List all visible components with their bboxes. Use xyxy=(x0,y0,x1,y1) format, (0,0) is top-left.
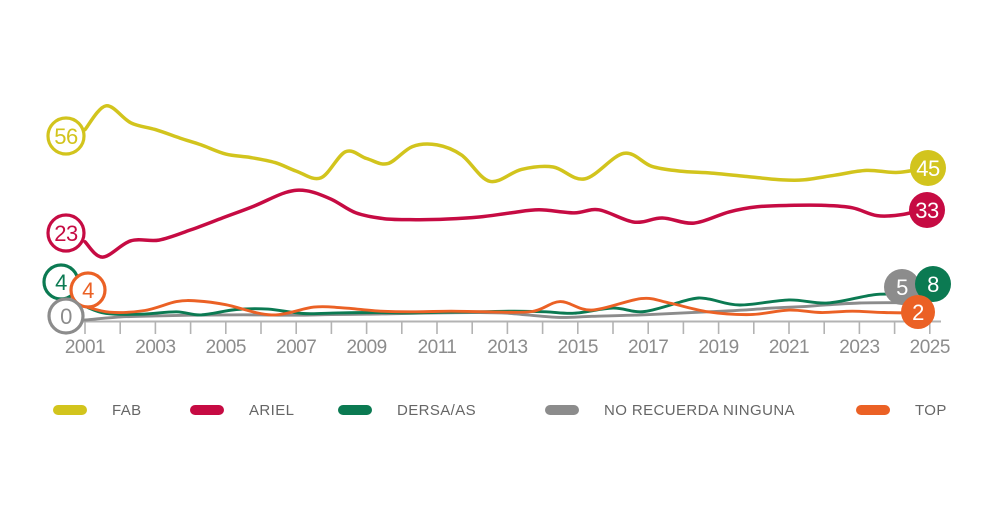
x-axis-year-label: 2005 xyxy=(206,337,246,358)
value-badge-label: 23 xyxy=(54,221,78,246)
legend-item-top: TOP xyxy=(856,397,947,423)
legend-swatch-no-recuerda-ninguna xyxy=(545,405,579,415)
value-badge-end-ariel: 33 xyxy=(909,192,945,228)
series-line-fab xyxy=(83,104,932,184)
value-badge-circle xyxy=(69,271,107,309)
legend-label-no-recuerda-ninguna: NO RECUERDA NINGUNA xyxy=(604,401,795,419)
legend-item-no-recuerda-ninguna: NO RECUERDA NINGUNA xyxy=(545,397,795,423)
x-axis: 2001 2003 2005 2007 2009 2011 2013 2015 2017 2019… xyxy=(65,320,950,358)
value-badge-circle xyxy=(884,269,920,305)
legend-item-ariel: ARIEL xyxy=(190,397,294,423)
value-badge-start-ariel: 23 xyxy=(46,213,86,253)
legend-swatch-dersa-as xyxy=(338,405,372,415)
x-axis-year-label: 2001 xyxy=(65,337,105,358)
value-badge-start-no-recuerda-ninguna: 0 xyxy=(47,297,85,335)
x-axis-year-label: 2019 xyxy=(698,337,738,358)
series-line-ariel xyxy=(83,188,932,259)
x-axis-year-label: 2021 xyxy=(769,337,809,358)
legend-swatch-fab xyxy=(53,405,87,415)
value-badge-circle xyxy=(46,116,86,156)
legend-item-fab: FAB xyxy=(53,397,142,423)
value-badge-end-no-recuerda-ninguna: 5 xyxy=(884,269,920,305)
value-badge-end-dersa-as: 8 xyxy=(915,266,951,302)
legend-label-top: TOP xyxy=(915,401,947,419)
series-line-top xyxy=(83,296,932,317)
legend-label-dersa-as: DERSA/AS xyxy=(397,401,477,419)
x-axis-year-label: 2003 xyxy=(135,337,175,358)
x-axis-year-label: 2023 xyxy=(839,337,879,358)
value-badge-label: 45 xyxy=(916,156,940,181)
value-badge-label: 4 xyxy=(55,270,67,295)
value-badge-circle xyxy=(46,213,86,253)
value-badge-label: 33 xyxy=(915,198,939,223)
x-axis-year-label: 2013 xyxy=(487,337,527,358)
chart-legend: FAB ARIEL DERSA/AS NO RECUERDA NINGUNA TOP xyxy=(0,397,1000,427)
x-axis-year-label: 2007 xyxy=(276,337,316,358)
value-badge-end-top: 2 xyxy=(901,295,935,329)
value-badge-label: 8 xyxy=(927,272,939,297)
value-badge-start-top: 4 xyxy=(69,271,107,309)
value-badge-label: 56 xyxy=(54,124,78,149)
value-badge-label: 2 xyxy=(912,300,924,325)
value-badge-circle xyxy=(909,192,945,228)
value-badge-circle xyxy=(910,150,946,186)
x-axis-year-label: 2009 xyxy=(346,337,386,358)
value-badge-label: 4 xyxy=(82,278,94,303)
value-badge-end-fab: 45 xyxy=(910,150,946,186)
value-badge-circle xyxy=(915,266,951,302)
legend-swatch-top xyxy=(856,405,890,415)
x-axis-year-label: 2015 xyxy=(558,337,598,358)
legend-label-ariel: ARIEL xyxy=(249,401,295,419)
x-axis-year-label: 2017 xyxy=(628,337,668,358)
legend-item-dersa-as: DERSA/AS xyxy=(338,397,476,423)
value-badge-start-fab: 56 xyxy=(46,116,86,156)
value-badge-circle xyxy=(901,295,935,329)
value-badge-circle xyxy=(47,297,85,335)
legend-swatch-ariel xyxy=(190,405,224,415)
value-badge-label: 5 xyxy=(896,275,908,300)
value-badge-label: 0 xyxy=(60,304,72,329)
legend-label-fab: FAB xyxy=(112,401,142,419)
x-axis-year-label: 2025 xyxy=(910,337,950,358)
x-axis-year-label: 2011 xyxy=(418,337,457,358)
